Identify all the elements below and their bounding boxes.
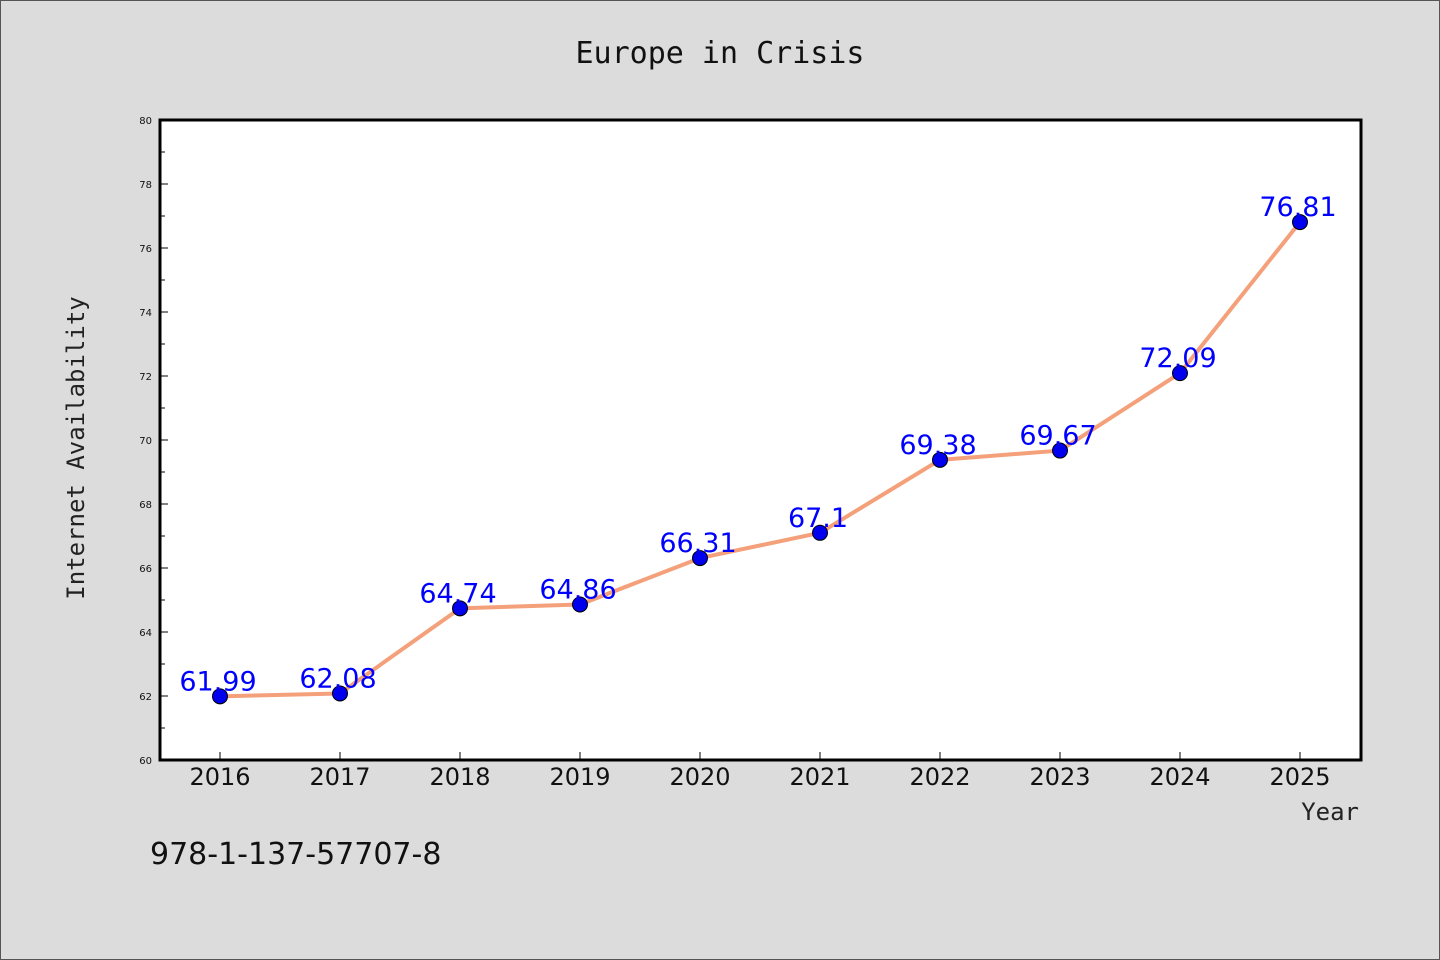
x-tick-label: 2016 [189, 763, 250, 791]
x-tick-label: 2024 [1149, 763, 1210, 791]
y-tick-label: 80 [139, 116, 152, 127]
y-tick-label: 70 [139, 436, 152, 447]
x-tick-label: 2018 [429, 763, 490, 791]
y-tick-label: 78 [139, 180, 152, 191]
data-label: 64.86 [539, 574, 616, 605]
data-point [332, 685, 348, 702]
y-axis-label: Internet Availability [62, 296, 90, 599]
series-line [219, 220, 1302, 699]
data-label: 61.99 [179, 666, 256, 697]
data-label: 64.74 [419, 578, 496, 609]
data-point [572, 596, 588, 613]
y-tick-label: 62 [139, 692, 152, 703]
isbn-text: 978-1-137-57707-8 [150, 837, 441, 872]
y-tick-label: 68 [139, 500, 152, 511]
data-label: 66.31 [659, 528, 736, 559]
x-axis-label: Year [1301, 798, 1359, 826]
y-tick-label: 72 [139, 372, 152, 383]
data-label: 69.67 [1019, 421, 1096, 452]
data-point [932, 451, 948, 468]
x-tick-label: 2020 [669, 763, 730, 791]
y-axis: 60 62 64 66 68 70 72 74 76 78 80 [139, 116, 168, 767]
chart-title: Europe in Crisis [576, 36, 865, 71]
data-label: 62.08 [299, 663, 376, 694]
x-tick-label: 2023 [1029, 763, 1090, 791]
data-label: 69.38 [899, 430, 976, 461]
data-point [1172, 365, 1188, 382]
data-point [212, 688, 228, 705]
x-tick-label: 2017 [309, 763, 370, 791]
y-tick-label: 64 [139, 628, 152, 639]
y-tick-label: 60 [139, 756, 152, 767]
data-label: 76.81 [1259, 192, 1336, 223]
data-point [452, 600, 468, 617]
data-label: 67.1 [788, 503, 848, 534]
series-line-group: 61.99 62.08 64.74 64.86 66.31 67.1 69.38 69.67 7… [179, 192, 1337, 705]
data-point [1052, 442, 1068, 459]
y-tick-label: 76 [139, 244, 152, 255]
plot-area [158, 118, 1363, 762]
x-tick-label: 2021 [789, 763, 850, 791]
data-point [1292, 214, 1308, 231]
y-tick-label: 66 [139, 564, 152, 575]
data-point [812, 524, 828, 541]
x-tick-label: 2022 [909, 763, 970, 791]
x-axis: 2016 2017 2018 2019 2020 2021 2022 2023 2024 2025 [189, 752, 1331, 791]
x-tick-label: 2019 [549, 763, 610, 791]
data-label: 72.09 [1139, 343, 1216, 374]
x-tick-label: 2025 [1269, 763, 1330, 791]
y-tick-label: 74 [139, 308, 152, 319]
data-point [692, 550, 708, 567]
